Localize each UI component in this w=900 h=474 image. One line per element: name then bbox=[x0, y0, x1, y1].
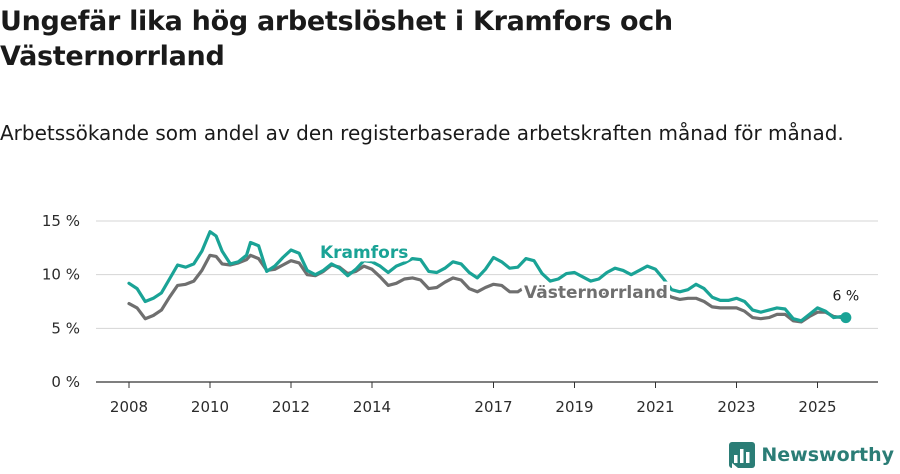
label-layer: KramforsKramforsVästernorrlandVästernorr… bbox=[317, 240, 860, 324]
y-tick-label: 0 % bbox=[51, 373, 80, 391]
chart-title: Ungefär lika hög arbetslöshet i Kramfors… bbox=[0, 6, 673, 72]
x-tick-label: 2019 bbox=[555, 398, 593, 416]
x-tick-label: 2014 bbox=[353, 398, 391, 416]
series-label-vasternorrland-halo: Västernorrland bbox=[524, 283, 668, 303]
y-tick-label: 5 % bbox=[51, 319, 80, 337]
series-layer bbox=[127, 230, 848, 324]
y-tick-label: 10 % bbox=[42, 266, 80, 284]
x-tick-label: 2025 bbox=[798, 398, 836, 416]
brand-name: Newsworthy bbox=[761, 444, 894, 466]
bar-chart-logo-icon bbox=[729, 442, 756, 468]
series-line-kramfors bbox=[127, 230, 848, 323]
x-tick-label: 2021 bbox=[636, 398, 674, 416]
x-tick-label: 2023 bbox=[717, 398, 755, 416]
end-value-label: 6 % bbox=[833, 289, 860, 305]
axis-layer: 0 % 5 % 10 % 15 % 2008 2010 2012 2014 2017 2019 20… bbox=[42, 212, 878, 416]
chart-subtitle: Arbetssökande som andel av den registerb… bbox=[0, 121, 844, 145]
grid-layer bbox=[96, 220, 878, 329]
end-point-marker bbox=[840, 312, 852, 324]
series-label-kramfors-halo: Kramfors bbox=[320, 243, 408, 263]
x-tick-label: 2010 bbox=[191, 398, 229, 416]
series-line-vasternorrland bbox=[127, 253, 848, 324]
x-tick-label: 2017 bbox=[474, 398, 512, 416]
x-tick-label: 2008 bbox=[110, 398, 148, 416]
x-tick-label: 2012 bbox=[272, 398, 310, 416]
series-label-kramfors: Kramfors bbox=[320, 243, 408, 263]
newsworthy-logo: Newsworthy bbox=[729, 442, 894, 468]
series-label-vasternorrland: Västernorrland bbox=[524, 283, 668, 303]
y-tick-label: 15 % bbox=[42, 212, 80, 230]
